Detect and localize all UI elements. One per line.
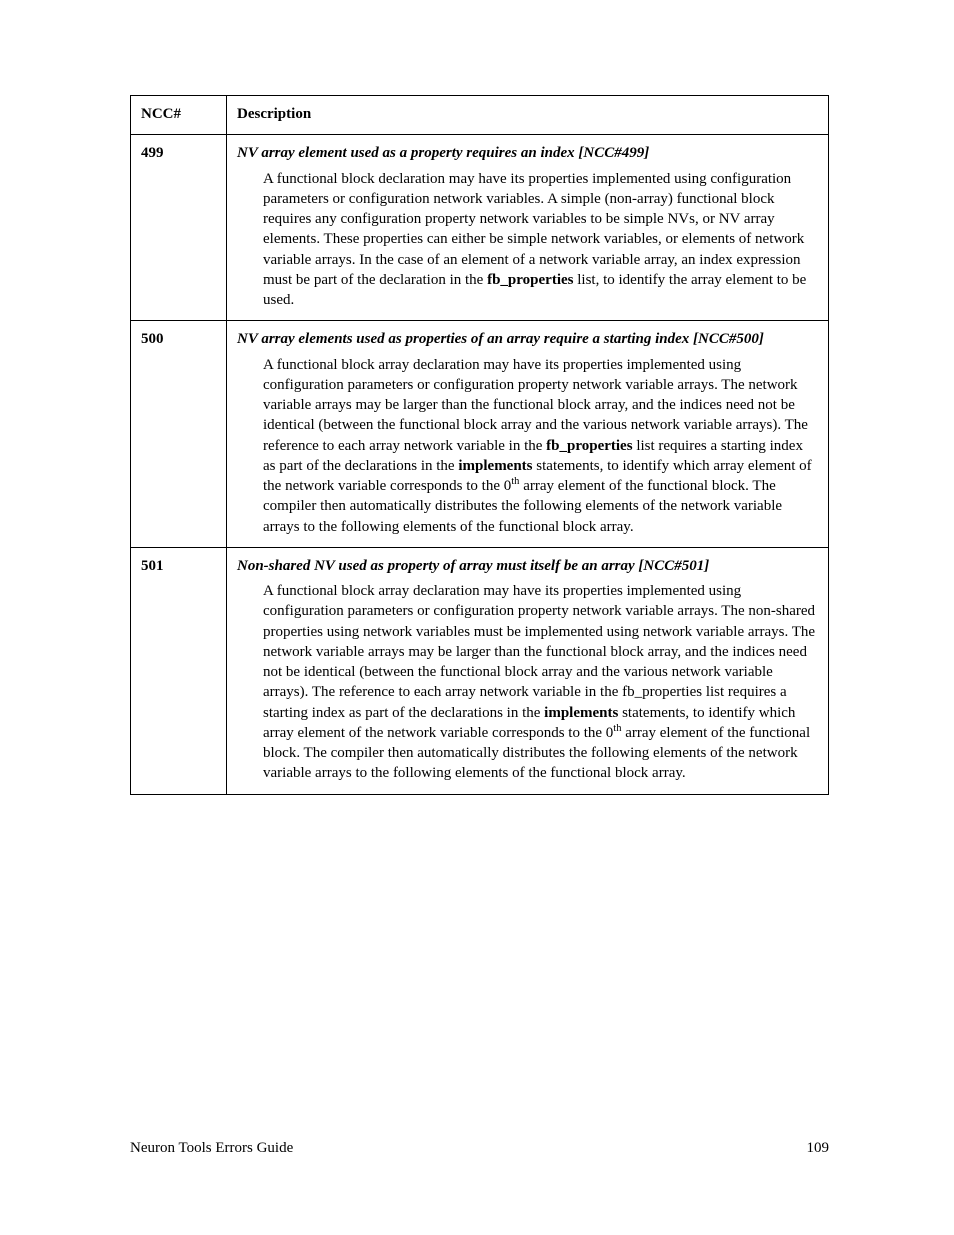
bold-term: implements [544,705,618,721]
description-cell: NV array element used as a property requ… [227,135,829,321]
table-header-row: NCC# Description [131,96,829,135]
description-cell: NV array elements used as properties of … [227,321,829,548]
body-text-part: A functional block declaration may have … [263,171,804,288]
ncc-number: 500 [131,321,227,548]
page-number: 109 [807,1140,830,1157]
header-ncc: NCC# [131,96,227,135]
error-title: Non-shared NV used as property of array … [237,556,818,576]
errors-table: NCC# Description 499 NV array element us… [130,95,829,795]
ncc-number: 501 [131,547,227,794]
description-cell: Non-shared NV used as property of array … [227,547,829,794]
error-body: A functional block array declaration may… [263,581,818,784]
ncc-number: 499 [131,135,227,321]
footer-title: Neuron Tools Errors Guide [130,1140,293,1157]
page-footer: Neuron Tools Errors Guide 109 [130,1140,829,1157]
header-description: Description [227,96,829,135]
table-row: 500 NV array elements used as properties… [131,321,829,548]
bold-term: fb_properties [546,438,632,454]
error-body: A functional block declaration may have … [263,169,818,311]
table-row: 499 NV array element used as a property … [131,135,829,321]
body-text-part: A functional block array declaration may… [263,583,815,721]
page: NCC# Description 499 NV array element us… [0,0,954,1235]
bold-term: implements [458,458,532,474]
error-title: NV array element used as a property requ… [237,143,818,163]
error-title: NV array elements used as properties of … [237,329,818,349]
table-row: 501 Non-shared NV used as property of ar… [131,547,829,794]
bold-term: fb_properties [487,272,573,288]
error-body: A functional block array declaration may… [263,355,818,537]
